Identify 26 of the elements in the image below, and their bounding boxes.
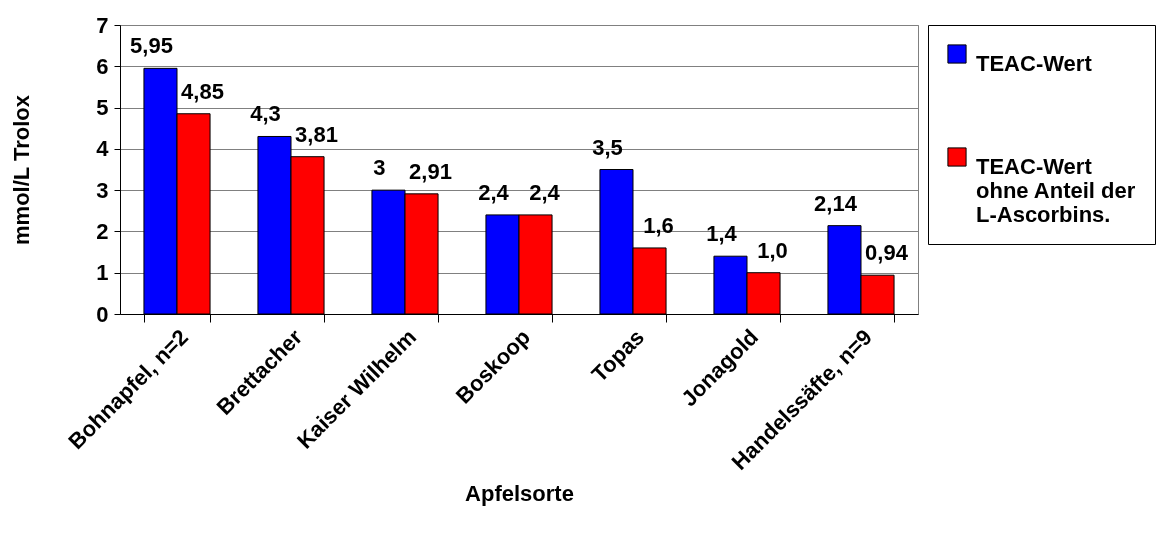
- data-label: 3,81: [295, 121, 338, 147]
- legend-label: TEAC-Wert ohne Anteil der L-Ascorbins.: [976, 154, 1136, 227]
- data-label: 1,4: [706, 221, 738, 247]
- data-label: 3,5: [592, 134, 623, 160]
- y-tick-label: 1: [96, 260, 109, 286]
- data-label: 1,0: [757, 237, 788, 263]
- data-label: 0,94: [865, 240, 909, 266]
- y-tick-label: 5: [96, 95, 109, 121]
- y-tick-label: 2: [96, 218, 109, 244]
- y-tick-label: 0: [96, 301, 109, 327]
- data-label: 2,91: [409, 158, 452, 184]
- data-label: 2,4: [478, 179, 510, 205]
- y-axis-title: mmol/L Trolox: [9, 94, 35, 245]
- data-label: 4,85: [181, 78, 224, 104]
- legend-label: TEAC-Wert: [976, 51, 1093, 76]
- data-label: 5,95: [130, 33, 173, 59]
- x-axis-title: Apfelsorte: [465, 481, 574, 507]
- data-label: 2,4: [529, 179, 561, 205]
- y-tick-label: 3: [96, 177, 109, 203]
- y-tick-label: 7: [96, 12, 109, 38]
- data-label: 3: [373, 155, 386, 181]
- data-label: 2,14: [814, 190, 858, 216]
- data-label: 4,3: [250, 101, 281, 127]
- data-label: 1,6: [643, 212, 674, 238]
- y-tick-label: 4: [96, 136, 110, 162]
- y-tick-label: 6: [96, 53, 109, 79]
